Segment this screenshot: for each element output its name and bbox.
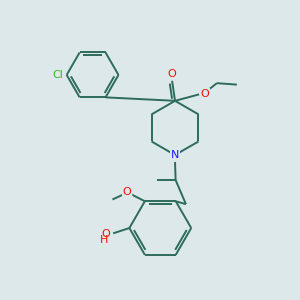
Text: O: O	[168, 69, 176, 79]
Text: H: H	[100, 235, 108, 245]
Text: N: N	[171, 150, 179, 160]
Text: O: O	[123, 188, 132, 197]
Text: O: O	[201, 89, 209, 99]
Text: O: O	[101, 229, 110, 239]
Text: Cl: Cl	[52, 70, 63, 80]
